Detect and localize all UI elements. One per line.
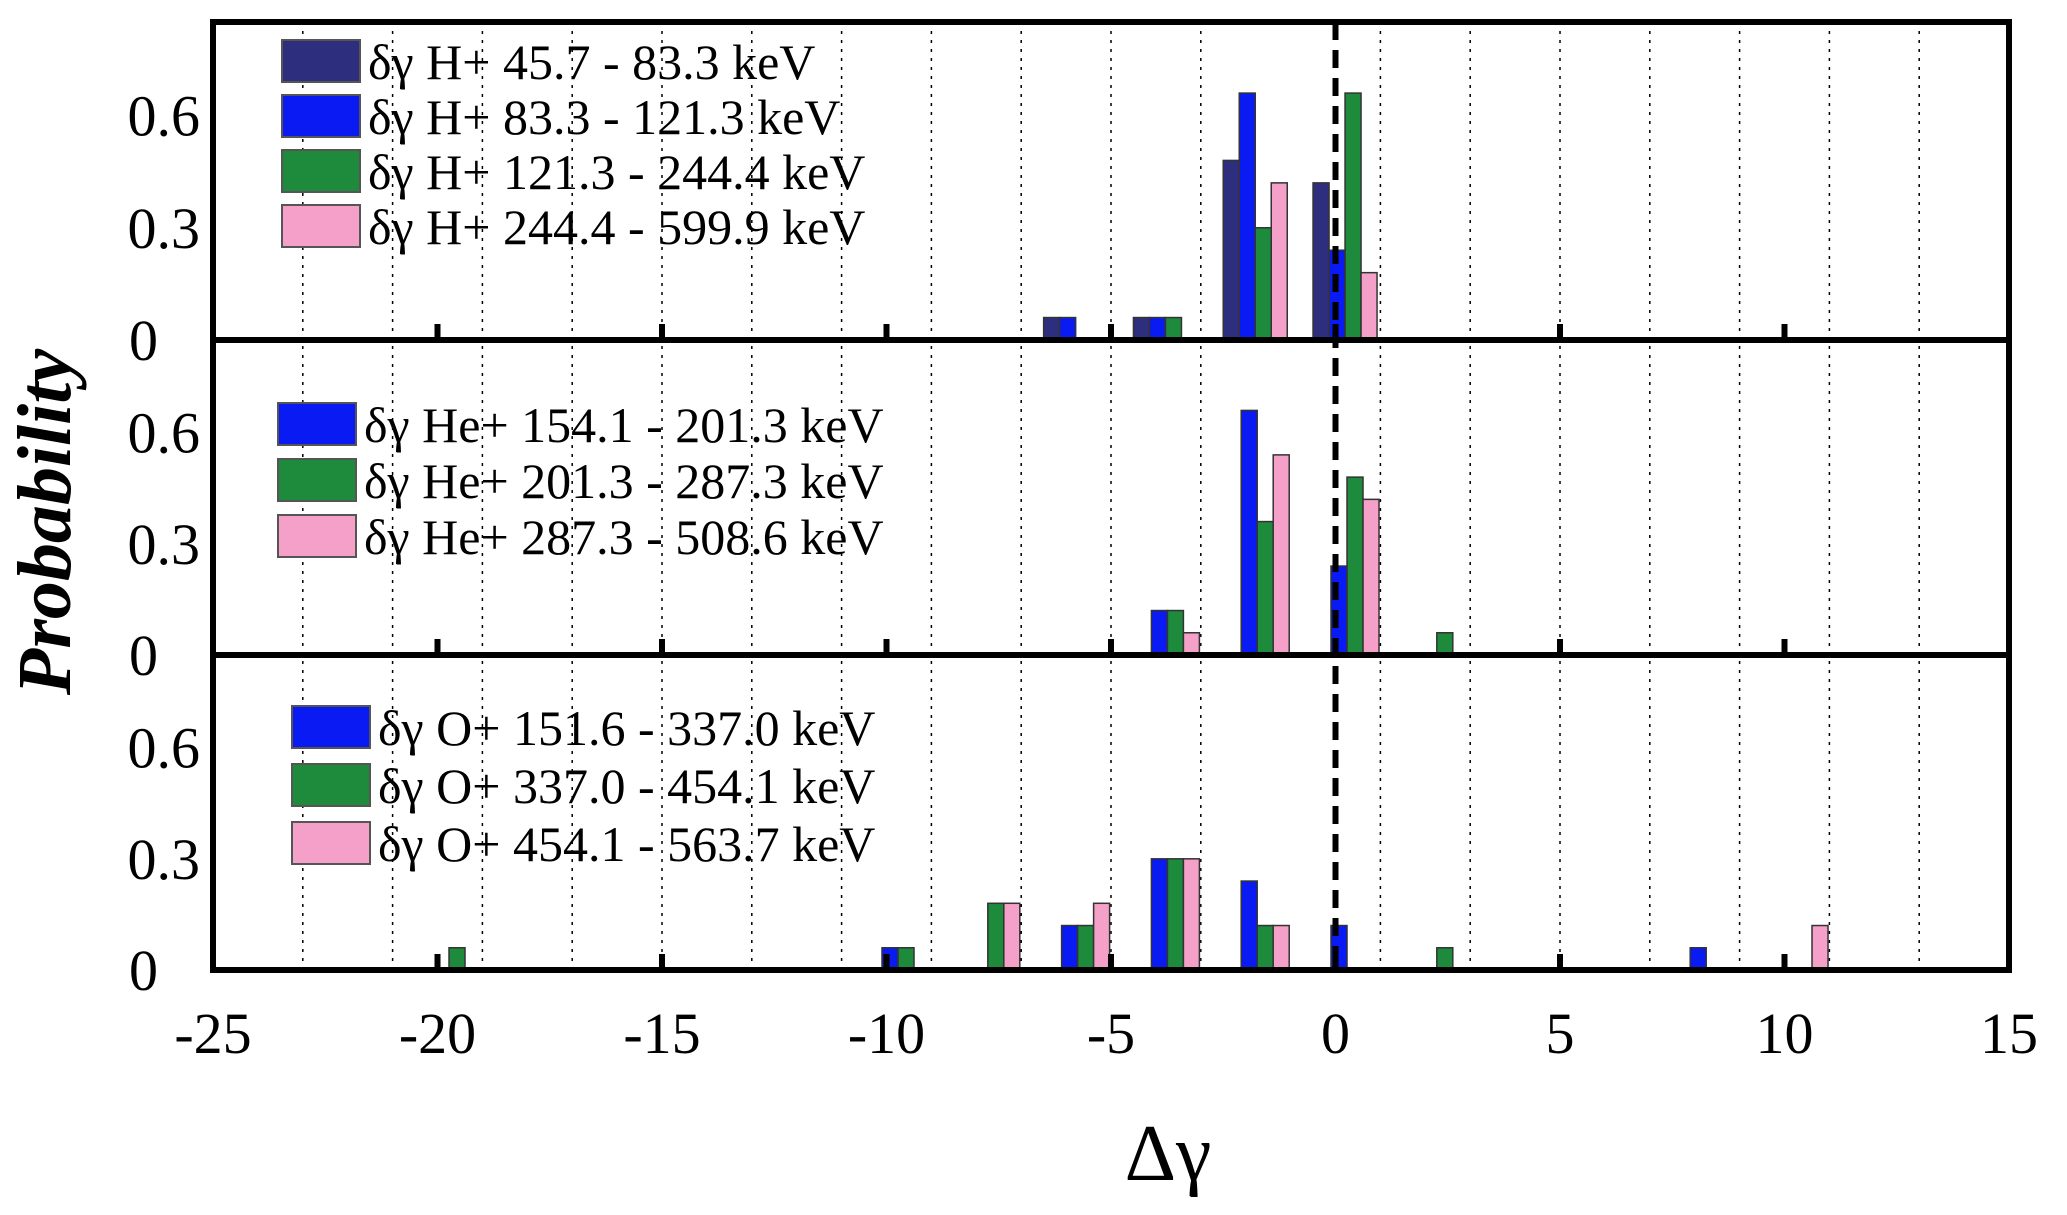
legend-label: δγ H+ 121.3 - 244.4 keV (368, 144, 865, 200)
bar (1150, 609, 1169, 656)
axis-ticks: -25 -20 -15 -10 -5 0 5 10 15 0 0.3 0.6 0 0.3 0.6 0 0.3 0.… (128, 84, 2039, 1066)
bar (1148, 316, 1167, 341)
bar (1166, 609, 1185, 656)
x-tick-label: -20 (399, 1001, 476, 1066)
bar (1256, 520, 1274, 656)
bar (1182, 632, 1201, 656)
y-tick-label: 0.3 (128, 827, 201, 892)
bar (1346, 476, 1364, 656)
legend-swatch (291, 821, 371, 865)
legend-swatch (281, 149, 361, 193)
bar (1003, 902, 1021, 971)
legend-label: δγ H+ 244.4 - 599.9 keV (368, 199, 865, 255)
bar (897, 947, 915, 971)
bar (1272, 924, 1290, 971)
bar (1150, 858, 1169, 971)
x-tick-label: -10 (848, 1001, 925, 1066)
bar (1240, 409, 1258, 656)
x-axis-label: Δγ (1125, 1110, 1212, 1198)
legend-swatch (277, 402, 357, 446)
y-tick-label: 0.3 (128, 196, 201, 261)
bar (448, 947, 466, 971)
legend-label: δγ O+ 151.6 - 337.0 keV (378, 700, 875, 756)
bars (448, 92, 1829, 971)
bar (1689, 947, 1707, 971)
legend-label: δγ He+ 287.3 - 508.6 keV (364, 509, 884, 565)
bar (1060, 924, 1079, 971)
y-tick-label: 0.6 (128, 401, 201, 466)
bar (1132, 316, 1151, 341)
legend-swatch (277, 514, 357, 558)
legend-label: δγ O+ 337.0 - 454.1 keV (378, 758, 875, 814)
bar (1360, 271, 1378, 341)
y-axis-label: Probability (3, 349, 87, 696)
bar (1166, 858, 1185, 971)
y-tick-label: 0.6 (128, 716, 201, 781)
legend-swatch (281, 39, 361, 83)
y-tick-label: 0.6 (128, 84, 201, 149)
x-tick-label: -5 (1087, 1001, 1135, 1066)
x-tick-label: 5 (1546, 1001, 1575, 1066)
bar (1042, 316, 1061, 341)
bar (1436, 947, 1454, 971)
bar (1254, 227, 1272, 341)
bar (1272, 454, 1290, 656)
bar (1182, 858, 1201, 971)
bar (1344, 92, 1362, 341)
legend-swatch (291, 763, 371, 807)
legend-swatch (281, 204, 361, 248)
bar (1256, 924, 1274, 971)
x-tick-label: 15 (1980, 1001, 2038, 1066)
bar (1270, 182, 1288, 341)
legend-label: δγ H+ 83.3 - 121.3 keV (368, 89, 840, 145)
legend-swatch (291, 705, 371, 749)
bar (1058, 316, 1077, 341)
y-tick-label: 0.3 (128, 512, 201, 577)
bar (1092, 902, 1111, 971)
bar (1076, 924, 1095, 971)
bar (1222, 159, 1240, 341)
x-tick-label: 0 (1321, 1001, 1350, 1066)
bar (1362, 498, 1380, 656)
bar (1164, 316, 1183, 341)
bar (1811, 924, 1829, 971)
x-tick-label: -25 (174, 1001, 251, 1066)
bar (1238, 92, 1256, 341)
x-tick-label: 10 (1756, 1001, 1814, 1066)
y-tick-label: 0 (129, 308, 158, 373)
legend-swatch (281, 94, 361, 138)
legend-swatch (277, 458, 357, 502)
bar (1240, 880, 1258, 971)
y-tick-label: 0 (129, 938, 158, 1003)
legend-label: δγ O+ 454.1 - 563.7 keV (378, 816, 875, 872)
legend-label: δγ He+ 154.1 - 201.3 keV (364, 397, 884, 453)
bar (1436, 632, 1454, 656)
legend-label: δγ H+ 45.7 - 83.3 keV (368, 34, 815, 90)
legend-label: δγ He+ 201.3 - 287.3 keV (364, 453, 884, 509)
bar (1312, 182, 1330, 341)
x-tick-label: -15 (623, 1001, 700, 1066)
bar (987, 902, 1005, 971)
y-tick-label: 0 (129, 623, 158, 688)
